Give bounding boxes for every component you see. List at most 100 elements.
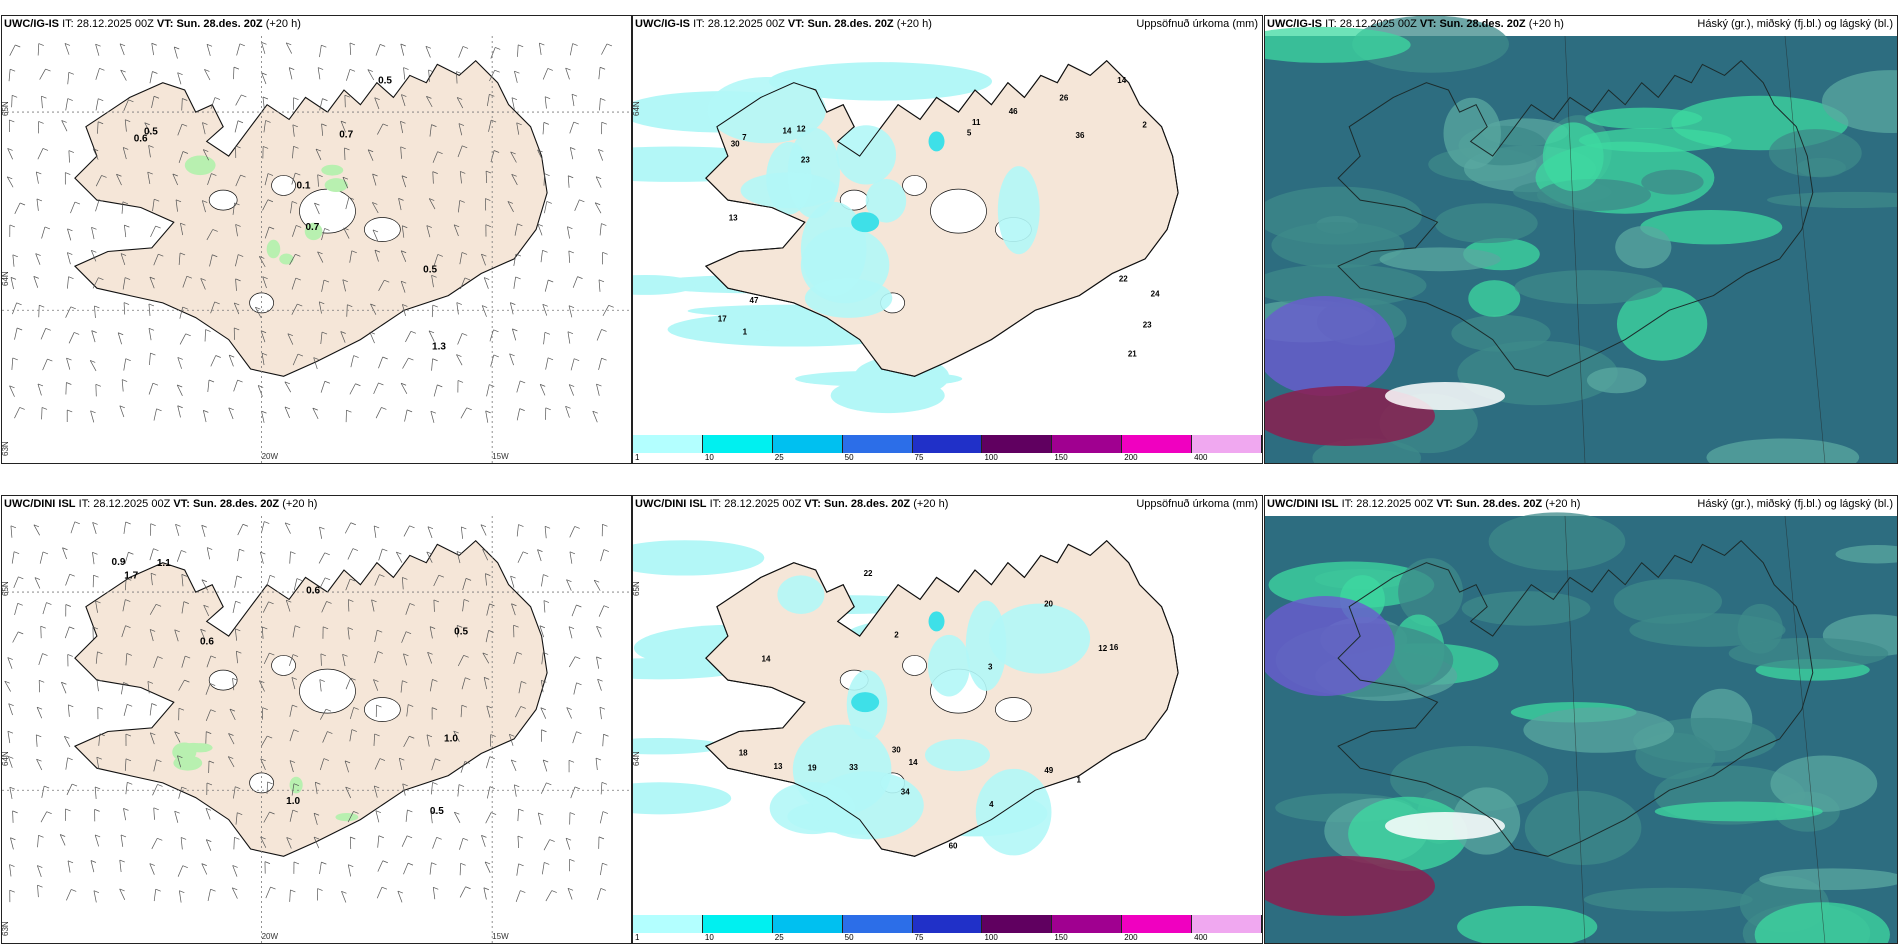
wind-barb-flag	[485, 198, 491, 201]
model-name: UWC/IG-IS	[1267, 18, 1322, 30]
wind-barb	[572, 731, 577, 744]
wind-barb-flag	[99, 67, 105, 71]
wind-barb	[41, 785, 45, 798]
cloud-patch	[1586, 367, 1647, 394]
wind-barb-flag	[293, 861, 300, 865]
wind-barb-flag	[602, 523, 608, 527]
wind-barb	[122, 599, 126, 612]
wind-barb	[542, 304, 548, 316]
wind-barb-flag	[94, 809, 100, 812]
wind-barb-flag	[95, 43, 101, 47]
wind-barb-flag	[97, 651, 103, 655]
wind-barb	[67, 276, 69, 289]
wind-barb-flag	[295, 172, 301, 176]
wind-barb	[540, 250, 543, 263]
wind-barb	[153, 759, 157, 772]
wind-barb	[489, 329, 494, 342]
wind-barb	[284, 522, 291, 534]
wind-barb-flag	[398, 198, 404, 201]
wind-barb-flag	[182, 98, 188, 101]
wind-barb-flag	[598, 836, 605, 840]
wind-barb-flag	[289, 67, 295, 70]
wind-barb	[317, 174, 319, 187]
wind-barb-flag	[543, 574, 549, 577]
wind-barb-flag	[602, 862, 608, 866]
wind-barb-flag	[13, 551, 20, 555]
wind-barb-flag	[215, 355, 221, 358]
wind-barb	[321, 279, 325, 292]
wind-barb-flag	[295, 253, 301, 257]
wind-barb	[200, 278, 206, 290]
wind-barb-flag	[513, 624, 519, 628]
colorbar-tick-label: 25	[774, 933, 784, 942]
wind-barb	[539, 625, 545, 638]
wind-barb-flag	[313, 836, 320, 840]
wind-barb-flag	[9, 224, 15, 228]
wind-barb	[65, 757, 69, 770]
wind-barb-flag	[438, 574, 444, 578]
wind-barb-flag	[435, 758, 441, 762]
wind-barb	[569, 121, 575, 134]
wind-barb-flag	[427, 651, 433, 655]
wind-barb-flag	[239, 43, 245, 47]
wind-barb	[41, 226, 46, 239]
cloud-patch	[1583, 887, 1753, 912]
wind-barb	[119, 860, 122, 873]
wind-barb-flag	[400, 121, 406, 124]
wind-barb	[233, 302, 240, 315]
colorbar-segment	[633, 915, 703, 933]
wind-barb	[175, 524, 180, 536]
wind-barb	[284, 406, 290, 419]
wind-barb-flag	[431, 274, 437, 278]
wind-barb-flag	[346, 409, 352, 413]
wind-barb	[202, 410, 207, 423]
wind-barb	[602, 734, 604, 747]
wind-barb-flag	[374, 525, 380, 529]
wind-barb	[485, 812, 492, 824]
wind-barb	[371, 202, 379, 214]
it-value: 28.12.2025 00Z	[1339, 18, 1417, 30]
wind-barb-flag	[432, 782, 438, 785]
colorbar-segment	[1052, 435, 1123, 453]
wind-barb	[149, 353, 151, 366]
wind-barb-flag	[127, 781, 133, 785]
wind-barb	[540, 680, 544, 693]
wind-barb-flag	[426, 225, 432, 228]
wind-barb-flag	[15, 44, 21, 48]
wind-barb-flag	[401, 250, 407, 254]
wind-barb-flag	[235, 224, 241, 227]
wind-barb	[227, 756, 235, 768]
wind-barb-flag	[596, 626, 602, 629]
wind-barb	[148, 383, 154, 395]
wind-barb	[426, 96, 433, 108]
wind-barb	[210, 97, 216, 109]
wind-barb	[121, 379, 124, 392]
colorbar-segment	[772, 435, 843, 453]
it-label: IT:	[1325, 18, 1337, 30]
wind-barb-flag	[489, 603, 495, 607]
wind-barb	[264, 173, 269, 186]
wind-barb-flag	[481, 835, 487, 838]
precip-swath	[633, 540, 765, 576]
wind-barb	[206, 44, 211, 56]
wind-barb	[460, 705, 463, 718]
wind-barb	[122, 277, 126, 290]
wind-barb	[149, 548, 154, 561]
wind-barb-flag	[235, 278, 241, 282]
wind-barb	[235, 812, 238, 825]
wind-barb	[124, 552, 129, 564]
glacier	[364, 697, 401, 722]
it-value: 28.12.2025 00Z	[707, 18, 785, 30]
precip-area	[800, 226, 890, 304]
wind-barb-flag	[61, 681, 67, 685]
wind-barb-flag	[324, 228, 330, 231]
vt-value: Sun. 28.des. 20Z	[1455, 498, 1543, 510]
wind-barb-flag	[456, 71, 462, 74]
wind-barb	[516, 408, 521, 421]
precip-area	[865, 178, 907, 223]
wind-barb-flag	[350, 836, 356, 840]
wind-barb-flag	[158, 253, 164, 257]
it-value: 28.12.2025 00Z	[1356, 498, 1434, 510]
wind-barb-flag	[119, 405, 125, 409]
meridian-line	[1564, 35, 1586, 463]
